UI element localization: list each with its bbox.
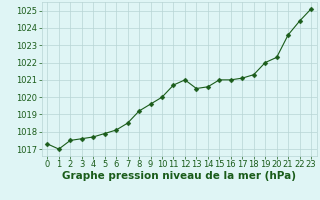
X-axis label: Graphe pression niveau de la mer (hPa): Graphe pression niveau de la mer (hPa) <box>62 171 296 181</box>
